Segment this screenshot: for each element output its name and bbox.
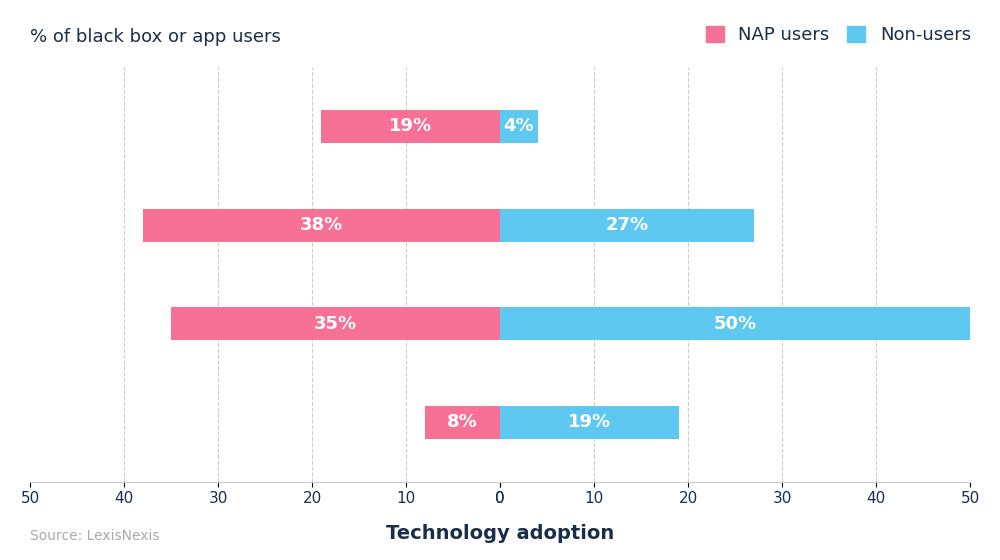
- Text: % of black box or app users: % of black box or app users: [30, 28, 281, 46]
- Bar: [500, 209, 754, 241]
- Text: Source: LexisNexis: Source: LexisNexis: [30, 529, 160, 543]
- Text: 27%: 27%: [605, 216, 648, 234]
- Bar: [321, 110, 500, 143]
- Bar: [143, 209, 500, 241]
- Text: Early majority: Early majority: [500, 216, 638, 234]
- Bar: [171, 307, 500, 340]
- Legend: NAP users, Non-users: NAP users, Non-users: [706, 26, 971, 44]
- Text: 19%: 19%: [389, 118, 432, 136]
- Text: Laggards: Laggards: [500, 413, 594, 431]
- Text: 8%: 8%: [447, 413, 478, 431]
- Text: 35%: 35%: [314, 315, 357, 333]
- Text: Technology adoption: Technology adoption: [386, 524, 614, 543]
- Text: 50%: 50%: [713, 315, 757, 333]
- Bar: [500, 110, 538, 143]
- Text: 19%: 19%: [568, 413, 611, 431]
- Text: 4%: 4%: [503, 118, 534, 136]
- Bar: [500, 307, 970, 340]
- Bar: [500, 406, 679, 439]
- Text: Late majority: Late majority: [500, 315, 632, 333]
- Text: Early adopters: Early adopters: [500, 118, 643, 136]
- Bar: [425, 406, 500, 439]
- Text: 38%: 38%: [300, 216, 343, 234]
